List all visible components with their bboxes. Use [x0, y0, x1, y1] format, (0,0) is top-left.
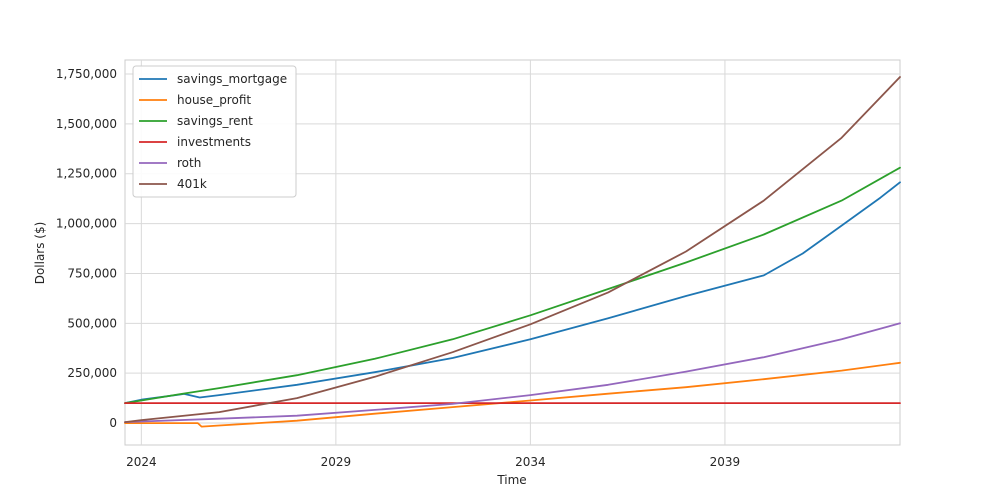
series-line-savings-rent	[124, 166, 901, 404]
x-tick-label: 2039	[710, 455, 741, 469]
legend: savings_mortgage house_profit savings_rent…	[132, 65, 297, 198]
y-tick-labels: 0 250,000 500,000 750,000 1,000,000 1,250,000…	[56, 67, 117, 430]
series-lines	[124, 76, 901, 428]
x-tick-label: 2029	[321, 455, 352, 469]
series-line-401k	[124, 76, 901, 423]
legend-label: savings_rent	[177, 114, 253, 128]
legend-label: house_profit	[177, 93, 251, 107]
y-tick-label: 1,500,000	[56, 117, 117, 131]
x-tick-labels: 2024 2029 2034 2039	[126, 455, 740, 469]
y-tick-label: 1,000,000	[56, 217, 117, 231]
series-line-house-profit	[124, 361, 901, 428]
series-line-roth	[124, 322, 901, 423]
legend-label: savings_mortgage	[177, 72, 287, 86]
y-tick-label: 250,000	[67, 366, 117, 380]
y-tick-label: 750,000	[67, 266, 117, 280]
legend-label: roth	[177, 156, 201, 170]
y-tick-label: 1,750,000	[56, 67, 117, 81]
y-tick-label: 0	[109, 416, 117, 430]
y-tick-label: 500,000	[67, 316, 117, 330]
y-tick-label: 1,250,000	[56, 167, 117, 181]
y-axis-label: Dollars ($)	[33, 222, 47, 285]
x-tick-label: 2034	[515, 455, 546, 469]
x-tick-label: 2024	[126, 455, 157, 469]
legend-label: investments	[177, 135, 251, 149]
legend-label: 401k	[177, 177, 207, 191]
x-axis-label: Time	[496, 473, 526, 487]
legend-box	[132, 65, 297, 198]
